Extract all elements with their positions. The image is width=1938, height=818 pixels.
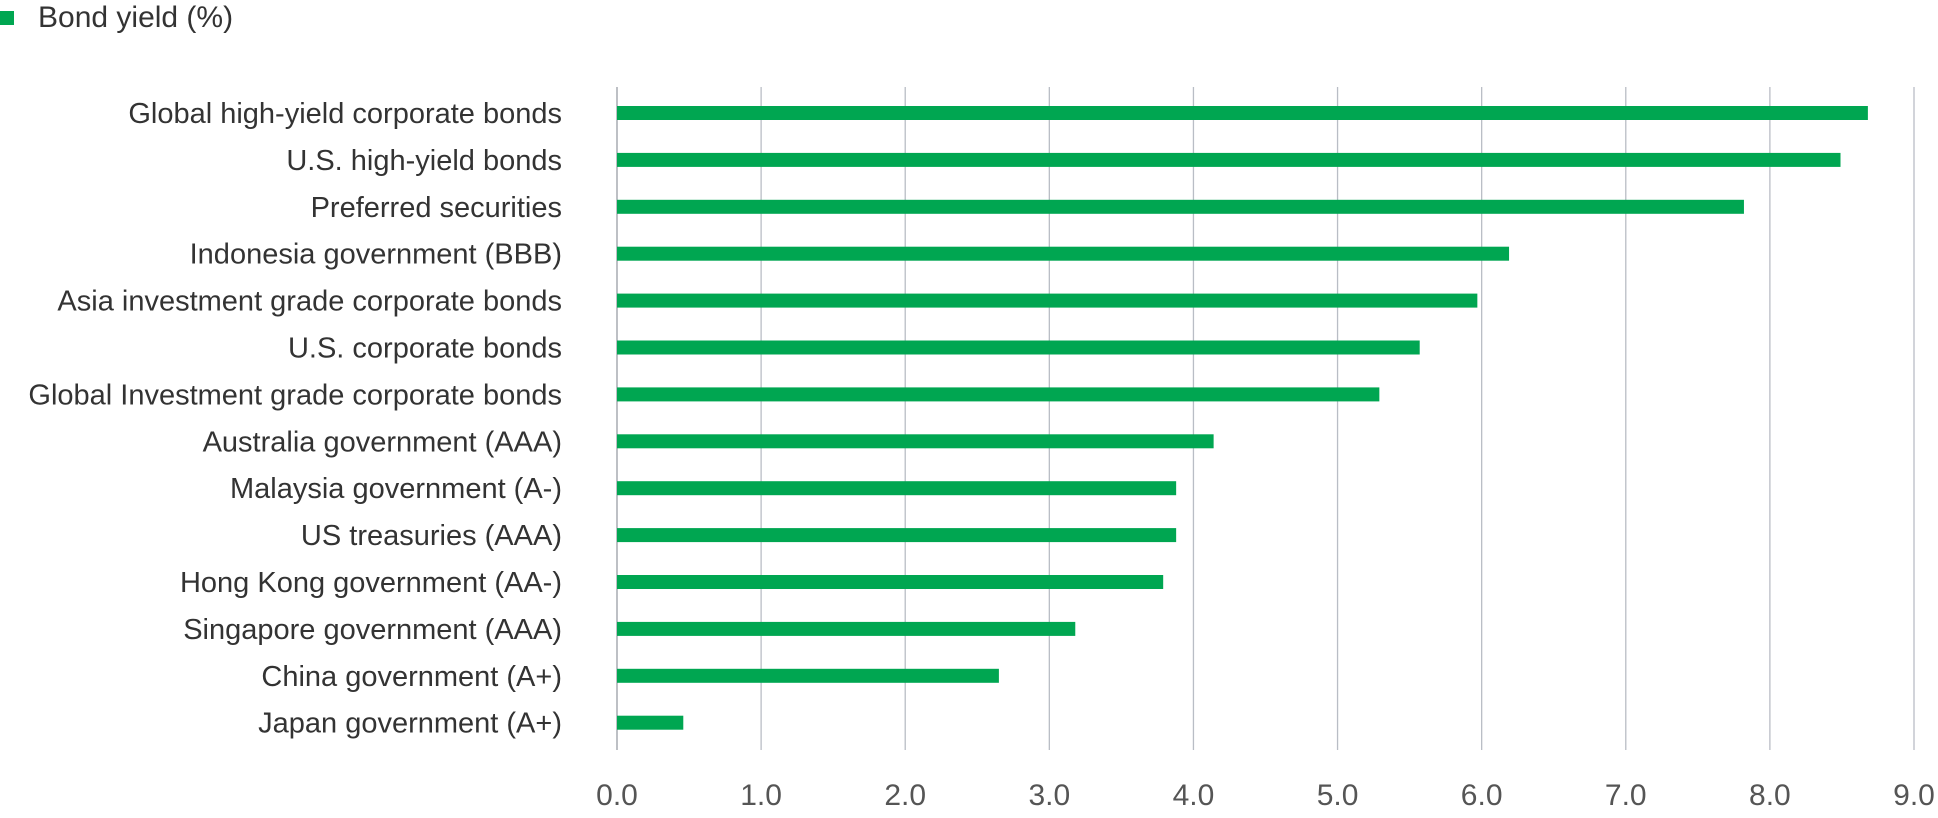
category-label: China government (A+) xyxy=(261,661,562,693)
category-label: U.S. high-yield bonds xyxy=(286,145,562,177)
bar xyxy=(617,152,1841,167)
bar xyxy=(617,621,1076,636)
bar xyxy=(617,199,1744,214)
bar xyxy=(617,387,1380,402)
category-label: Japan government (A+) xyxy=(258,708,562,740)
category-label: Malaysia government (A-) xyxy=(230,473,562,505)
category-label: Asia investment grade corporate bonds xyxy=(57,286,562,318)
x-tick-label: 8.0 xyxy=(1749,779,1791,812)
bar xyxy=(617,106,1868,120)
bar xyxy=(617,246,1510,261)
bar xyxy=(617,340,1420,355)
x-tick-label: 9.0 xyxy=(1893,779,1935,812)
x-tick-label: 2.0 xyxy=(884,779,926,812)
bar xyxy=(617,715,684,730)
category-label: Preferred securities xyxy=(311,192,562,224)
bar xyxy=(617,528,1177,543)
x-tick-label: 5.0 xyxy=(1317,779,1359,812)
bar xyxy=(617,293,1478,308)
x-tick-label: 7.0 xyxy=(1605,779,1647,812)
legend-swatch xyxy=(0,11,14,25)
category-label: Hong Kong government (AA-) xyxy=(180,567,562,599)
category-label: Singapore government (AAA) xyxy=(183,614,562,646)
category-label: US treasuries (AAA) xyxy=(301,520,562,552)
category-label: Indonesia government (BBB) xyxy=(190,239,562,271)
x-tick-label: 6.0 xyxy=(1461,779,1503,812)
x-tick-label: 4.0 xyxy=(1173,779,1215,812)
bar xyxy=(617,575,1164,589)
bar xyxy=(617,434,1214,449)
x-tick-label: 1.0 xyxy=(740,779,782,812)
x-tick-label: 0.0 xyxy=(596,779,638,812)
category-label: Global high-yield corporate bonds xyxy=(128,98,562,130)
x-tick-label: 3.0 xyxy=(1028,779,1070,812)
bar xyxy=(617,668,999,683)
category-label: Global Investment grade corporate bonds xyxy=(28,379,562,411)
category-label: U.S. corporate bonds xyxy=(288,333,562,365)
category-label: Australia government (AAA) xyxy=(203,426,562,458)
legend-label: Bond yield (%) xyxy=(38,1,234,34)
bar xyxy=(617,481,1177,496)
